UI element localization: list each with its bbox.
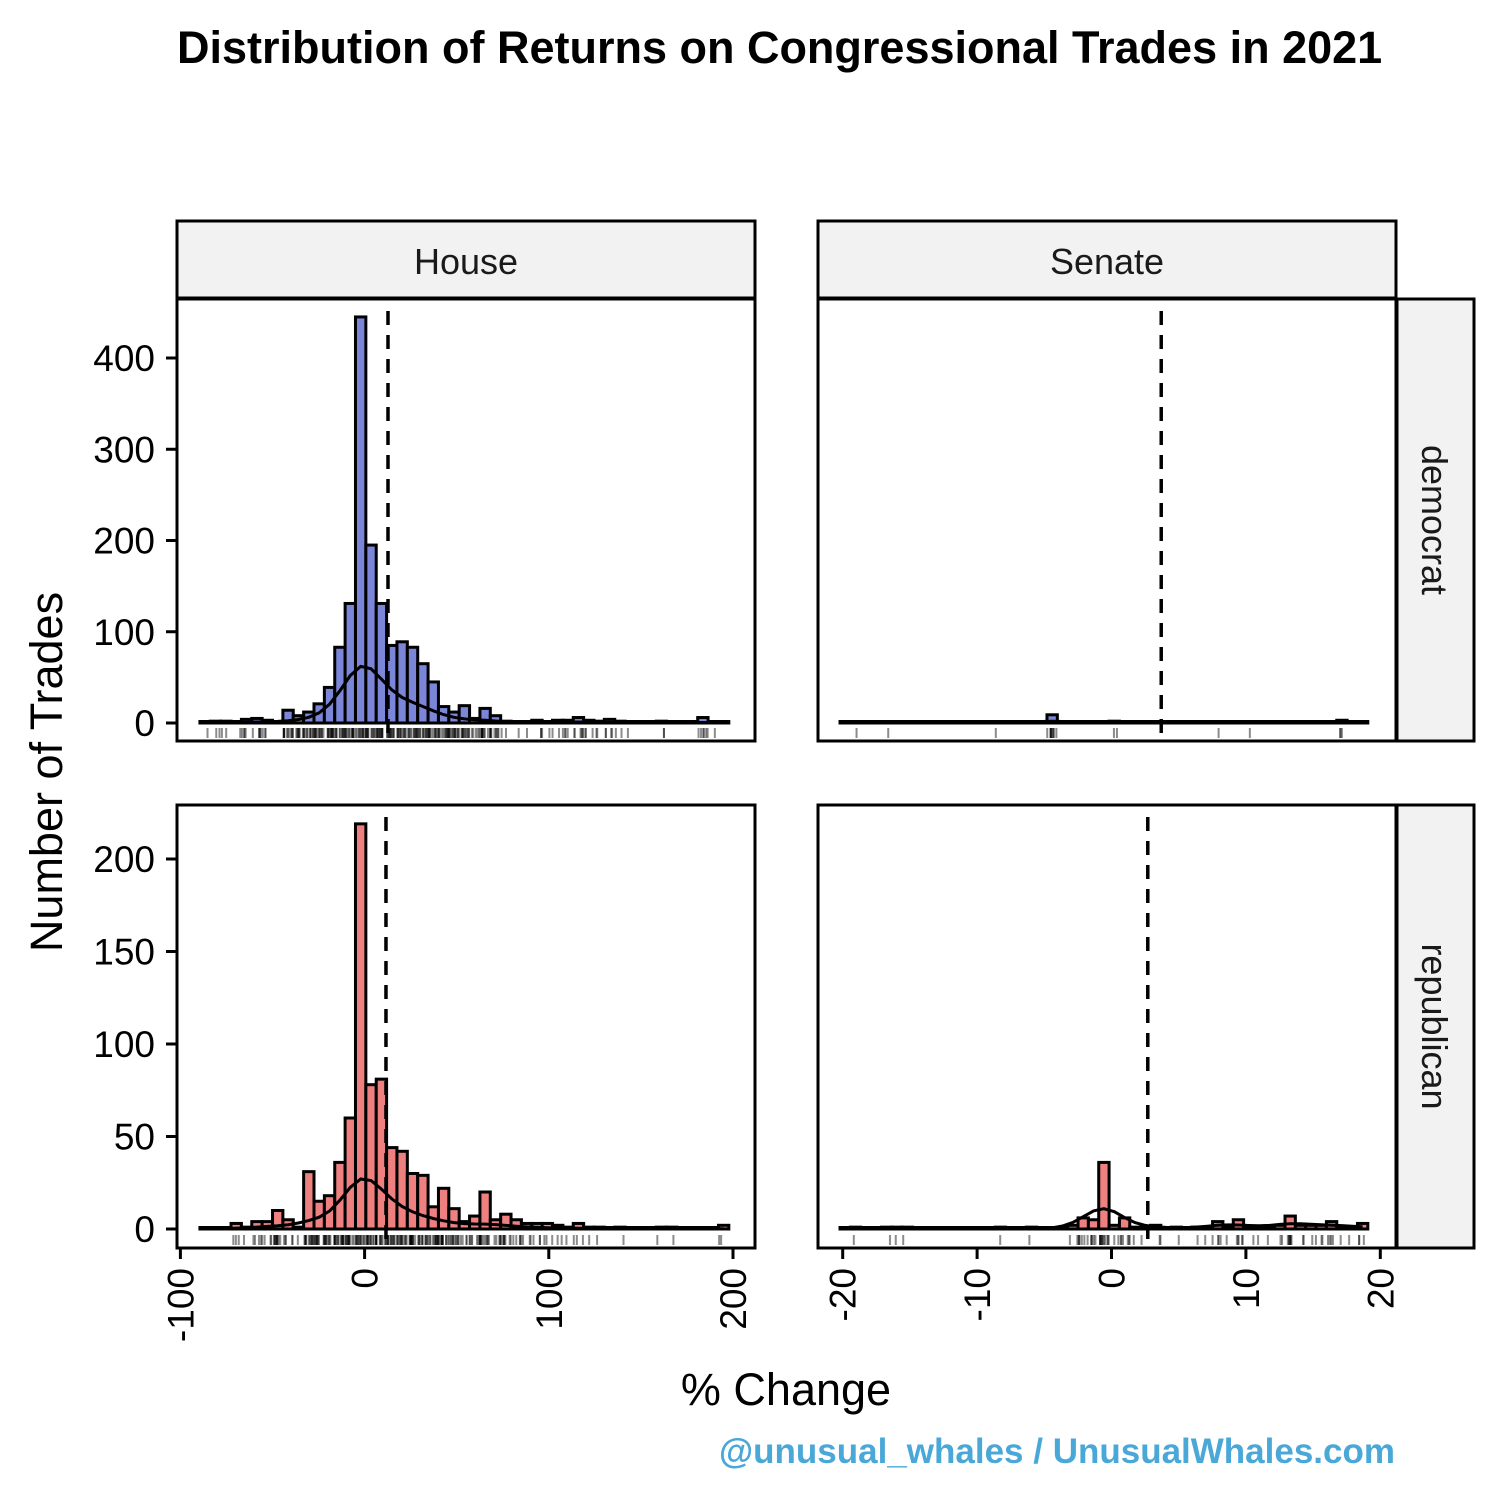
density-curve — [205, 664, 724, 725]
histogram-bar — [405, 1172, 420, 1231]
histogram-bar — [353, 315, 368, 725]
panel-senate-republican — [816, 803, 1398, 1250]
histogram-bar — [1045, 713, 1059, 725]
x-tick-label-senate: 20 — [1360, 1268, 1401, 1309]
y-tick-label-democrat: 300 — [93, 429, 155, 470]
strip-label-senate: Senate — [1050, 241, 1164, 282]
panel-senate-democrat — [816, 297, 1398, 743]
density-curve — [845, 719, 1363, 725]
panel-house-democrat — [175, 297, 757, 743]
histogram-bar — [1335, 1225, 1349, 1231]
y-tick-label-republican: 150 — [93, 932, 155, 973]
y-axis-title: Number of Trades — [21, 592, 72, 952]
strip-democrat — [1395, 297, 1476, 743]
x-tick-label-house: -100 — [160, 1268, 201, 1342]
y-tick-label-republican: 100 — [93, 1024, 155, 1065]
histogram-bar — [457, 704, 472, 725]
histogram-bar — [1252, 1225, 1266, 1231]
x-tick-label-house: 100 — [529, 1268, 570, 1330]
histogram-bar — [416, 1173, 430, 1231]
x-tick-label-senate: 10 — [1226, 1268, 1267, 1309]
chart-title: Distribution of Returns on Congressional… — [177, 22, 1383, 73]
y-tick-label-democrat: 400 — [93, 338, 155, 379]
histogram-bar — [395, 1149, 409, 1231]
histogram-bar — [1107, 1223, 1121, 1231]
panel-border — [816, 297, 1398, 743]
histogram-bar — [1086, 1218, 1101, 1231]
panel-border — [175, 297, 757, 743]
strip-label-house: House — [414, 241, 518, 282]
strip-label-democrat: democrat — [1414, 445, 1455, 595]
y-tick-label-democrat: 100 — [93, 612, 155, 653]
credit-watermark[interactable]: @unusual_whales / UnusualWhales.com — [719, 1432, 1395, 1471]
panel-background — [177, 805, 755, 1248]
strip-label-republican: republican — [1414, 943, 1455, 1109]
strip-republican — [1395, 803, 1476, 1250]
x-tick-label-senate: -20 — [823, 1268, 864, 1321]
y-tick-label-republican: 50 — [114, 1117, 155, 1158]
y-tick-label-democrat: 0 — [134, 703, 155, 744]
x-axis-title: % Change — [681, 1364, 891, 1415]
panel-house-republican — [175, 803, 757, 1250]
histogram-bar — [426, 680, 440, 725]
strip-senate — [816, 219, 1398, 300]
histogram-bar — [416, 662, 430, 725]
histogram-bar — [1128, 1225, 1142, 1231]
x-tick-label-senate: -10 — [957, 1268, 998, 1321]
histogram-bar — [716, 1223, 731, 1231]
histogram-bar — [478, 1190, 492, 1231]
histogram-bar — [1066, 1223, 1080, 1231]
histogram-bar — [364, 543, 378, 725]
strip-house — [175, 219, 757, 300]
panel-background — [818, 299, 1396, 741]
panel-border — [175, 803, 757, 1250]
x-tick-label-house: 200 — [713, 1268, 754, 1330]
x-tick-label-senate: 0 — [1092, 1268, 1133, 1289]
y-tick-label-republican: 0 — [134, 1209, 155, 1250]
histogram-bar — [405, 645, 420, 725]
y-tick-label-democrat: 200 — [93, 521, 155, 562]
histogram-bar — [1221, 1225, 1235, 1231]
histogram-bar — [364, 1083, 378, 1231]
density-curve — [205, 1177, 724, 1231]
histogram-bar — [1293, 1223, 1308, 1231]
histogram-bar — [374, 601, 389, 725]
histogram-bar — [385, 1146, 399, 1231]
density-curve — [845, 1207, 1363, 1231]
histogram-bar — [1242, 1225, 1256, 1231]
histogram-bar — [291, 1225, 306, 1231]
x-tick-label-house: 0 — [345, 1268, 386, 1289]
y-tick-label-republican: 200 — [93, 839, 155, 880]
panel-border — [816, 803, 1398, 1250]
histogram-bar — [447, 1207, 461, 1231]
histogram-bar — [353, 822, 368, 1231]
histogram-bar — [1097, 1160, 1111, 1231]
histogram-bar — [343, 601, 357, 725]
histogram-bar — [343, 1116, 357, 1231]
histogram-bar — [395, 640, 409, 725]
panel-background — [177, 299, 755, 741]
histogram-bar — [1262, 1225, 1277, 1231]
